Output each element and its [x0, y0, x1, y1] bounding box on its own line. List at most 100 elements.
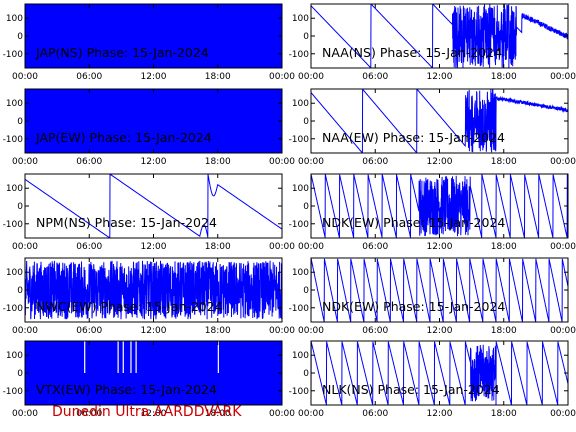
y-tick-label: 0	[17, 369, 23, 379]
x-tick-label: 00:00	[298, 326, 324, 336]
phase-panel: 100 0 -100 00:00 06:00 12:00 18:00 00:00 JAP(NS)…	[3, 3, 295, 82]
y-tick-label: 100	[6, 14, 23, 24]
panel-title: NLK(NS) Phase: 15-Jan-2024	[322, 382, 500, 397]
phase-panel: 100 0 -100 00:00 06:00 12:00 18:00 00:00 NDK(EW)…	[289, 257, 576, 336]
phase-fill	[25, 341, 282, 405]
x-tick-label: 12:00	[427, 72, 453, 82]
x-tick-label: 00:00	[298, 72, 324, 82]
y-tick-label: 100	[6, 268, 23, 278]
x-tick-label: 06:00	[362, 72, 388, 82]
x-tick-label: 00:00	[12, 242, 38, 252]
y-tick-label: 100	[292, 351, 309, 361]
x-tick-label: 12:00	[141, 326, 167, 336]
phase-series-line	[311, 89, 568, 153]
x-tick-label: 00:00	[269, 72, 295, 82]
x-tick-label: 12:00	[141, 242, 167, 252]
x-tick-label: 00:00	[550, 409, 576, 419]
y-tick-label: 0	[17, 32, 23, 42]
x-tick-label: 12:00	[427, 157, 453, 167]
x-tick-label: 18:00	[205, 242, 231, 252]
y-tick-label: -100	[289, 220, 310, 230]
x-tick-label: 18:00	[491, 326, 517, 336]
phase-trace	[311, 4, 568, 68]
x-tick-label: 06:00	[76, 326, 102, 336]
y-tick-label: -100	[3, 135, 24, 145]
x-tick-label: 06:00	[76, 409, 102, 419]
y-tick-label: -100	[3, 387, 24, 397]
x-tick-label: 00:00	[269, 242, 295, 252]
x-tick-label: 12:00	[427, 409, 453, 419]
x-tick-label: 18:00	[205, 409, 231, 419]
panel-title: JAP(NS) Phase: 15-Jan-2024	[35, 45, 209, 60]
y-tick-label: 0	[303, 369, 309, 379]
x-tick-label: 00:00	[550, 242, 576, 252]
phase-trace	[311, 258, 568, 322]
x-tick-label: 00:00	[298, 409, 324, 419]
phase-trace	[25, 174, 282, 238]
x-tick-label: 00:00	[550, 72, 576, 82]
x-tick-label: 00:00	[269, 326, 295, 336]
x-tick-label: 12:00	[141, 409, 167, 419]
x-tick-label: 06:00	[362, 409, 388, 419]
phase-fill	[25, 89, 282, 153]
phase-panel: 100 0 -100 00:00 06:00 12:00 18:00 00:00 NAA(NS)…	[289, 3, 576, 82]
phase-series-line	[311, 4, 568, 68]
y-tick-label: 100	[6, 184, 23, 194]
phase-trace	[25, 4, 282, 68]
phase-series-line	[311, 258, 568, 322]
phase-panel: 100 0 -100 00:00 06:00 12:00 18:00 00:00 JAP(EW)…	[3, 88, 295, 167]
phase-panel: 100 0 -100 00:00 06:00 12:00 18:00 00:00 NLK(NS)…	[289, 340, 576, 419]
panel-title: NDK(EW) Phase: 15-Jan-2024	[322, 299, 505, 314]
data-gap	[217, 341, 219, 373]
x-tick-label: 18:00	[491, 157, 517, 167]
y-tick-label: -100	[289, 304, 310, 314]
x-tick-label: 06:00	[76, 72, 102, 82]
x-tick-label: 00:00	[269, 409, 295, 419]
panel-title: JAP(EW) Phase: 15-Jan-2024	[35, 130, 212, 145]
x-tick-label: 18:00	[205, 326, 231, 336]
panel-title: NAA(EW) Phase: 15-Jan-2024	[322, 130, 505, 145]
x-tick-label: 00:00	[298, 157, 324, 167]
y-tick-label: 100	[6, 99, 23, 109]
x-tick-label: 12:00	[427, 326, 453, 336]
y-tick-label: -100	[3, 50, 24, 60]
y-tick-label: -100	[3, 220, 24, 230]
x-tick-label: 18:00	[491, 72, 517, 82]
y-tick-label: 0	[17, 117, 23, 127]
x-tick-label: 00:00	[550, 326, 576, 336]
y-tick-label: -100	[3, 304, 24, 314]
x-tick-label: 12:00	[141, 157, 167, 167]
phase-panel: 100 0 -100 00:00 06:00 12:00 18:00 00:00 NPM(NS)…	[3, 173, 295, 252]
x-tick-label: 00:00	[12, 326, 38, 336]
data-gap	[135, 341, 137, 373]
phase-panel: 100 0 -100 00:00 06:00 12:00 18:00 00:00 NDK(EW)…	[289, 173, 576, 252]
phase-panel: 100 0 -100 00:00 06:00 12:00 18:00 00:00 VTX(EW)…	[3, 340, 295, 419]
panel-title: VTX(EW) Phase: 15-Jan-2024	[36, 382, 217, 397]
x-tick-label: 06:00	[76, 157, 102, 167]
x-tick-label: 06:00	[362, 242, 388, 252]
x-tick-label: 18:00	[205, 72, 231, 82]
phase-series-line	[25, 174, 282, 238]
x-tick-label: 18:00	[205, 157, 231, 167]
y-tick-label: -100	[289, 387, 310, 397]
x-tick-label: 06:00	[76, 242, 102, 252]
data-gap	[117, 341, 119, 373]
y-tick-label: 100	[292, 14, 309, 24]
y-tick-label: -100	[289, 50, 310, 60]
x-tick-label: 00:00	[550, 157, 576, 167]
y-tick-label: 0	[17, 286, 23, 296]
x-tick-label: 06:00	[362, 326, 388, 336]
panel-title: NDK(EW) Phase: 15-Jan-2024	[322, 215, 505, 230]
data-gap	[84, 341, 86, 373]
phase-series-line	[311, 341, 568, 405]
x-tick-label: 00:00	[12, 157, 38, 167]
y-tick-label: 0	[303, 32, 309, 42]
phase-panel: 100 0 -100 00:00 06:00 12:00 18:00 00:00 NWC(EW)…	[3, 257, 295, 336]
x-tick-label: 00:00	[269, 157, 295, 167]
data-gap	[130, 341, 132, 373]
y-tick-label: 100	[292, 268, 309, 278]
panel-title: NWC(EW) Phase: 15-Jan-2024	[36, 299, 223, 314]
footer-label: Dunedin Ultra AARDDVARK	[52, 404, 242, 420]
phase-trace	[311, 174, 568, 238]
